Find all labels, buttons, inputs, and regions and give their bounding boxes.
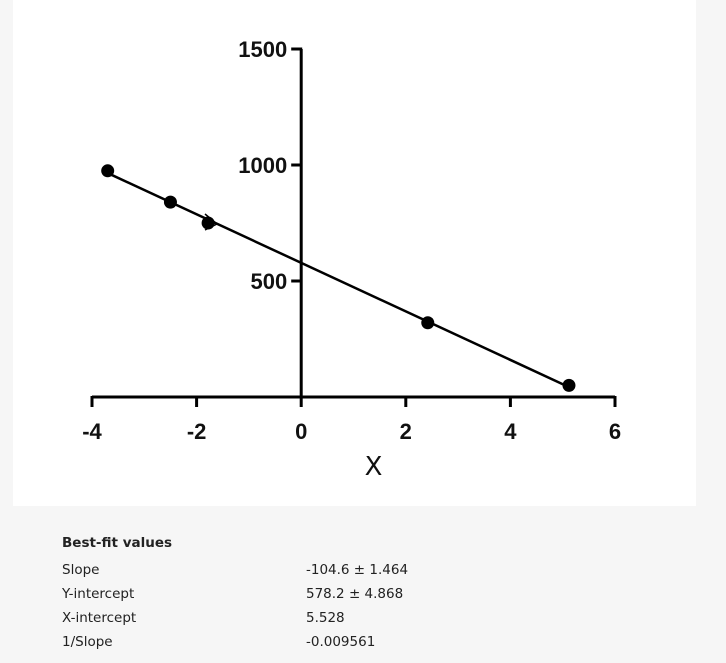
data-point	[562, 378, 576, 392]
data-point	[101, 164, 115, 178]
x-tick-label: -4	[82, 419, 102, 444]
result-row-slope: Slope -104.6 ± 1.464	[62, 558, 622, 582]
cursor-icon	[204, 213, 219, 231]
y-tick-label: 500	[250, 269, 287, 294]
ticks: -4 -2 0 2 4 6 500 1000 1500	[82, 37, 621, 444]
result-label: Y-intercept	[62, 586, 135, 602]
axes	[92, 49, 615, 399]
chart-panel: -4 -2 0 2 4 6 500 1000 1500 X	[13, 0, 696, 506]
result-value: -104.6 ± 1.464	[306, 562, 409, 578]
best-fit-results: Best-fit values Slope -104.6 ± 1.464 Y-i…	[62, 534, 622, 654]
result-value: 5.528	[306, 610, 345, 626]
fit-line	[107, 171, 570, 389]
data-point	[421, 316, 435, 330]
results-heading: Best-fit values	[62, 535, 173, 551]
x-tick-label: 0	[295, 419, 307, 444]
x-axis-title: X	[365, 452, 383, 482]
x-tick-label: 2	[400, 419, 412, 444]
y-tick-label: 1000	[238, 153, 287, 178]
cursor-group	[204, 213, 219, 231]
result-row-x-intercept: X-intercept 5.528	[62, 606, 622, 630]
result-label: Slope	[62, 562, 100, 578]
result-label: 1/Slope	[62, 634, 113, 650]
xy-chart: -4 -2 0 2 4 6 500 1000 1500 X	[82, 37, 621, 482]
result-value: 578.2 ± 4.868	[306, 586, 404, 602]
x-tick-label: 6	[609, 419, 621, 444]
x-tick-label: -2	[187, 419, 207, 444]
result-row-inverse-slope: 1/Slope -0.009561	[62, 630, 622, 654]
result-row-y-intercept: Y-intercept 578.2 ± 4.868	[62, 582, 622, 606]
result-value: -0.009561	[306, 634, 376, 650]
data-points	[101, 164, 576, 392]
x-tick-label: 4	[504, 419, 517, 444]
data-point	[201, 216, 215, 230]
result-label: X-intercept	[62, 610, 137, 626]
y-tick-label: 1500	[238, 37, 287, 62]
data-point	[163, 195, 177, 209]
fit-line-group	[107, 171, 570, 389]
